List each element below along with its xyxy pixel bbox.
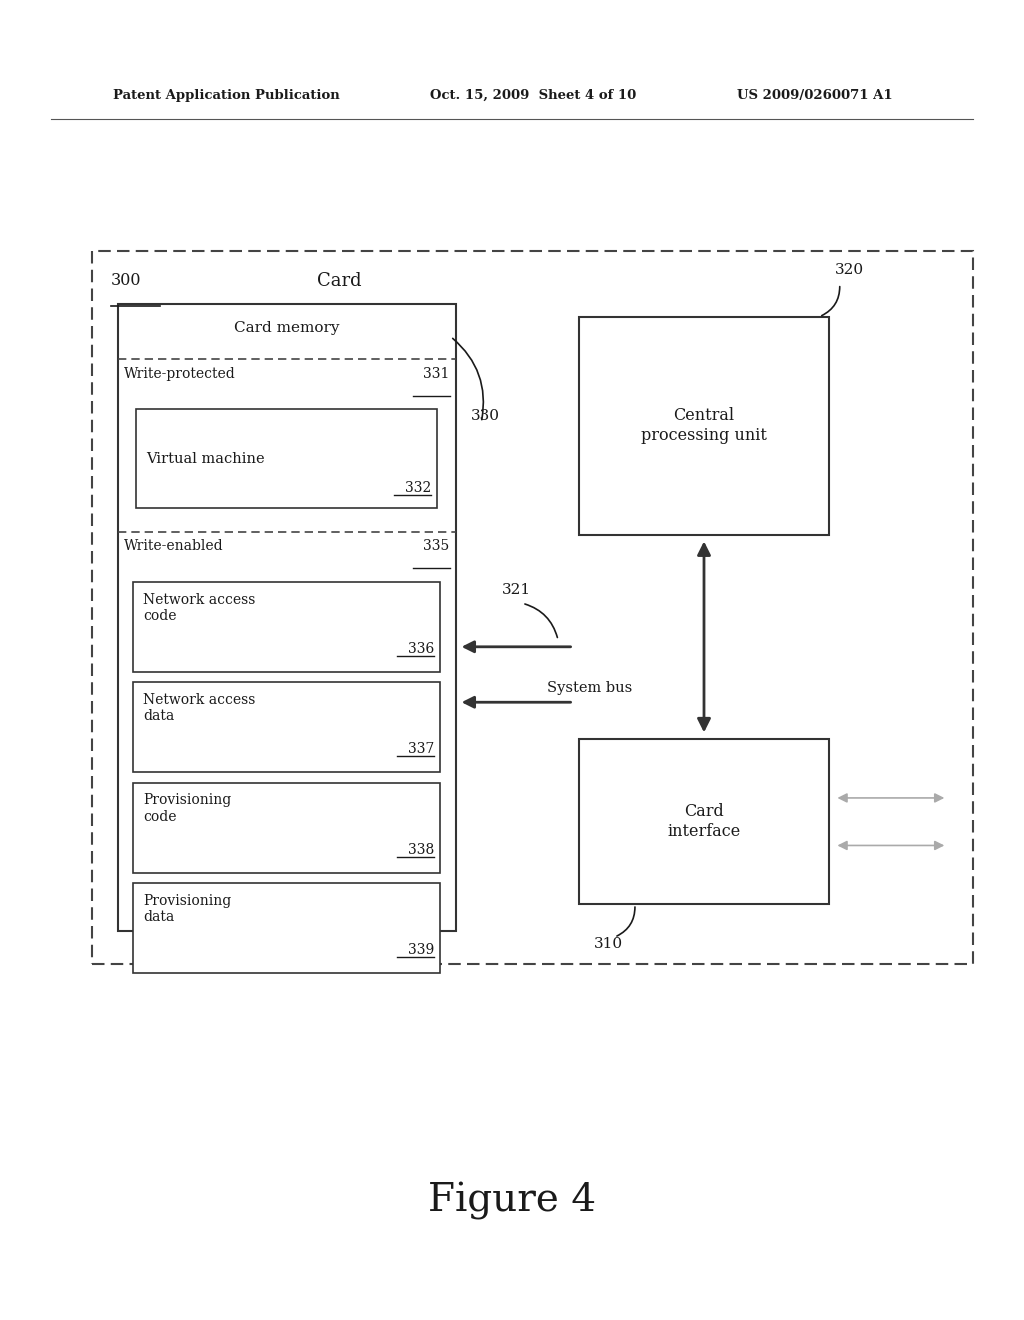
Text: Network access
code: Network access code: [143, 593, 256, 623]
Text: Write-enabled: Write-enabled: [124, 539, 223, 553]
Bar: [133, 582, 440, 672]
Text: Card memory: Card memory: [233, 321, 340, 335]
Text: Network access
data: Network access data: [143, 693, 256, 723]
Text: 330: 330: [471, 409, 500, 422]
Text: Oct. 15, 2009  Sheet 4 of 10: Oct. 15, 2009 Sheet 4 of 10: [430, 88, 636, 102]
Bar: [92, 251, 973, 964]
Text: Card
interface: Card interface: [668, 804, 740, 840]
Text: Patent Application Publication: Patent Application Publication: [113, 88, 339, 102]
Text: 337: 337: [408, 742, 434, 756]
Text: 320: 320: [835, 263, 863, 277]
Bar: [133, 682, 440, 772]
Text: 338: 338: [408, 842, 434, 857]
Text: 300: 300: [111, 272, 141, 289]
Text: US 2009/0260071 A1: US 2009/0260071 A1: [737, 88, 893, 102]
Text: 332: 332: [404, 480, 431, 495]
Text: 339: 339: [408, 942, 434, 957]
Text: 335: 335: [423, 539, 450, 553]
Text: 321: 321: [502, 582, 530, 597]
Bar: [136, 409, 437, 508]
Bar: [579, 739, 829, 904]
Text: System bus: System bus: [547, 681, 632, 696]
Text: Provisioning
data: Provisioning data: [143, 894, 231, 924]
Text: Write-protected: Write-protected: [124, 367, 236, 381]
Text: Figure 4: Figure 4: [428, 1183, 596, 1220]
Bar: [133, 783, 440, 873]
Bar: [579, 317, 829, 535]
Text: Card: Card: [317, 272, 362, 290]
Text: Central
processing unit: Central processing unit: [641, 408, 767, 444]
Text: 331: 331: [423, 367, 450, 381]
Text: Virtual machine: Virtual machine: [146, 451, 265, 466]
Bar: [133, 883, 440, 973]
Text: 336: 336: [408, 642, 434, 656]
Text: 310: 310: [594, 937, 623, 952]
Text: Provisioning
code: Provisioning code: [143, 793, 231, 824]
Bar: [118, 304, 456, 931]
